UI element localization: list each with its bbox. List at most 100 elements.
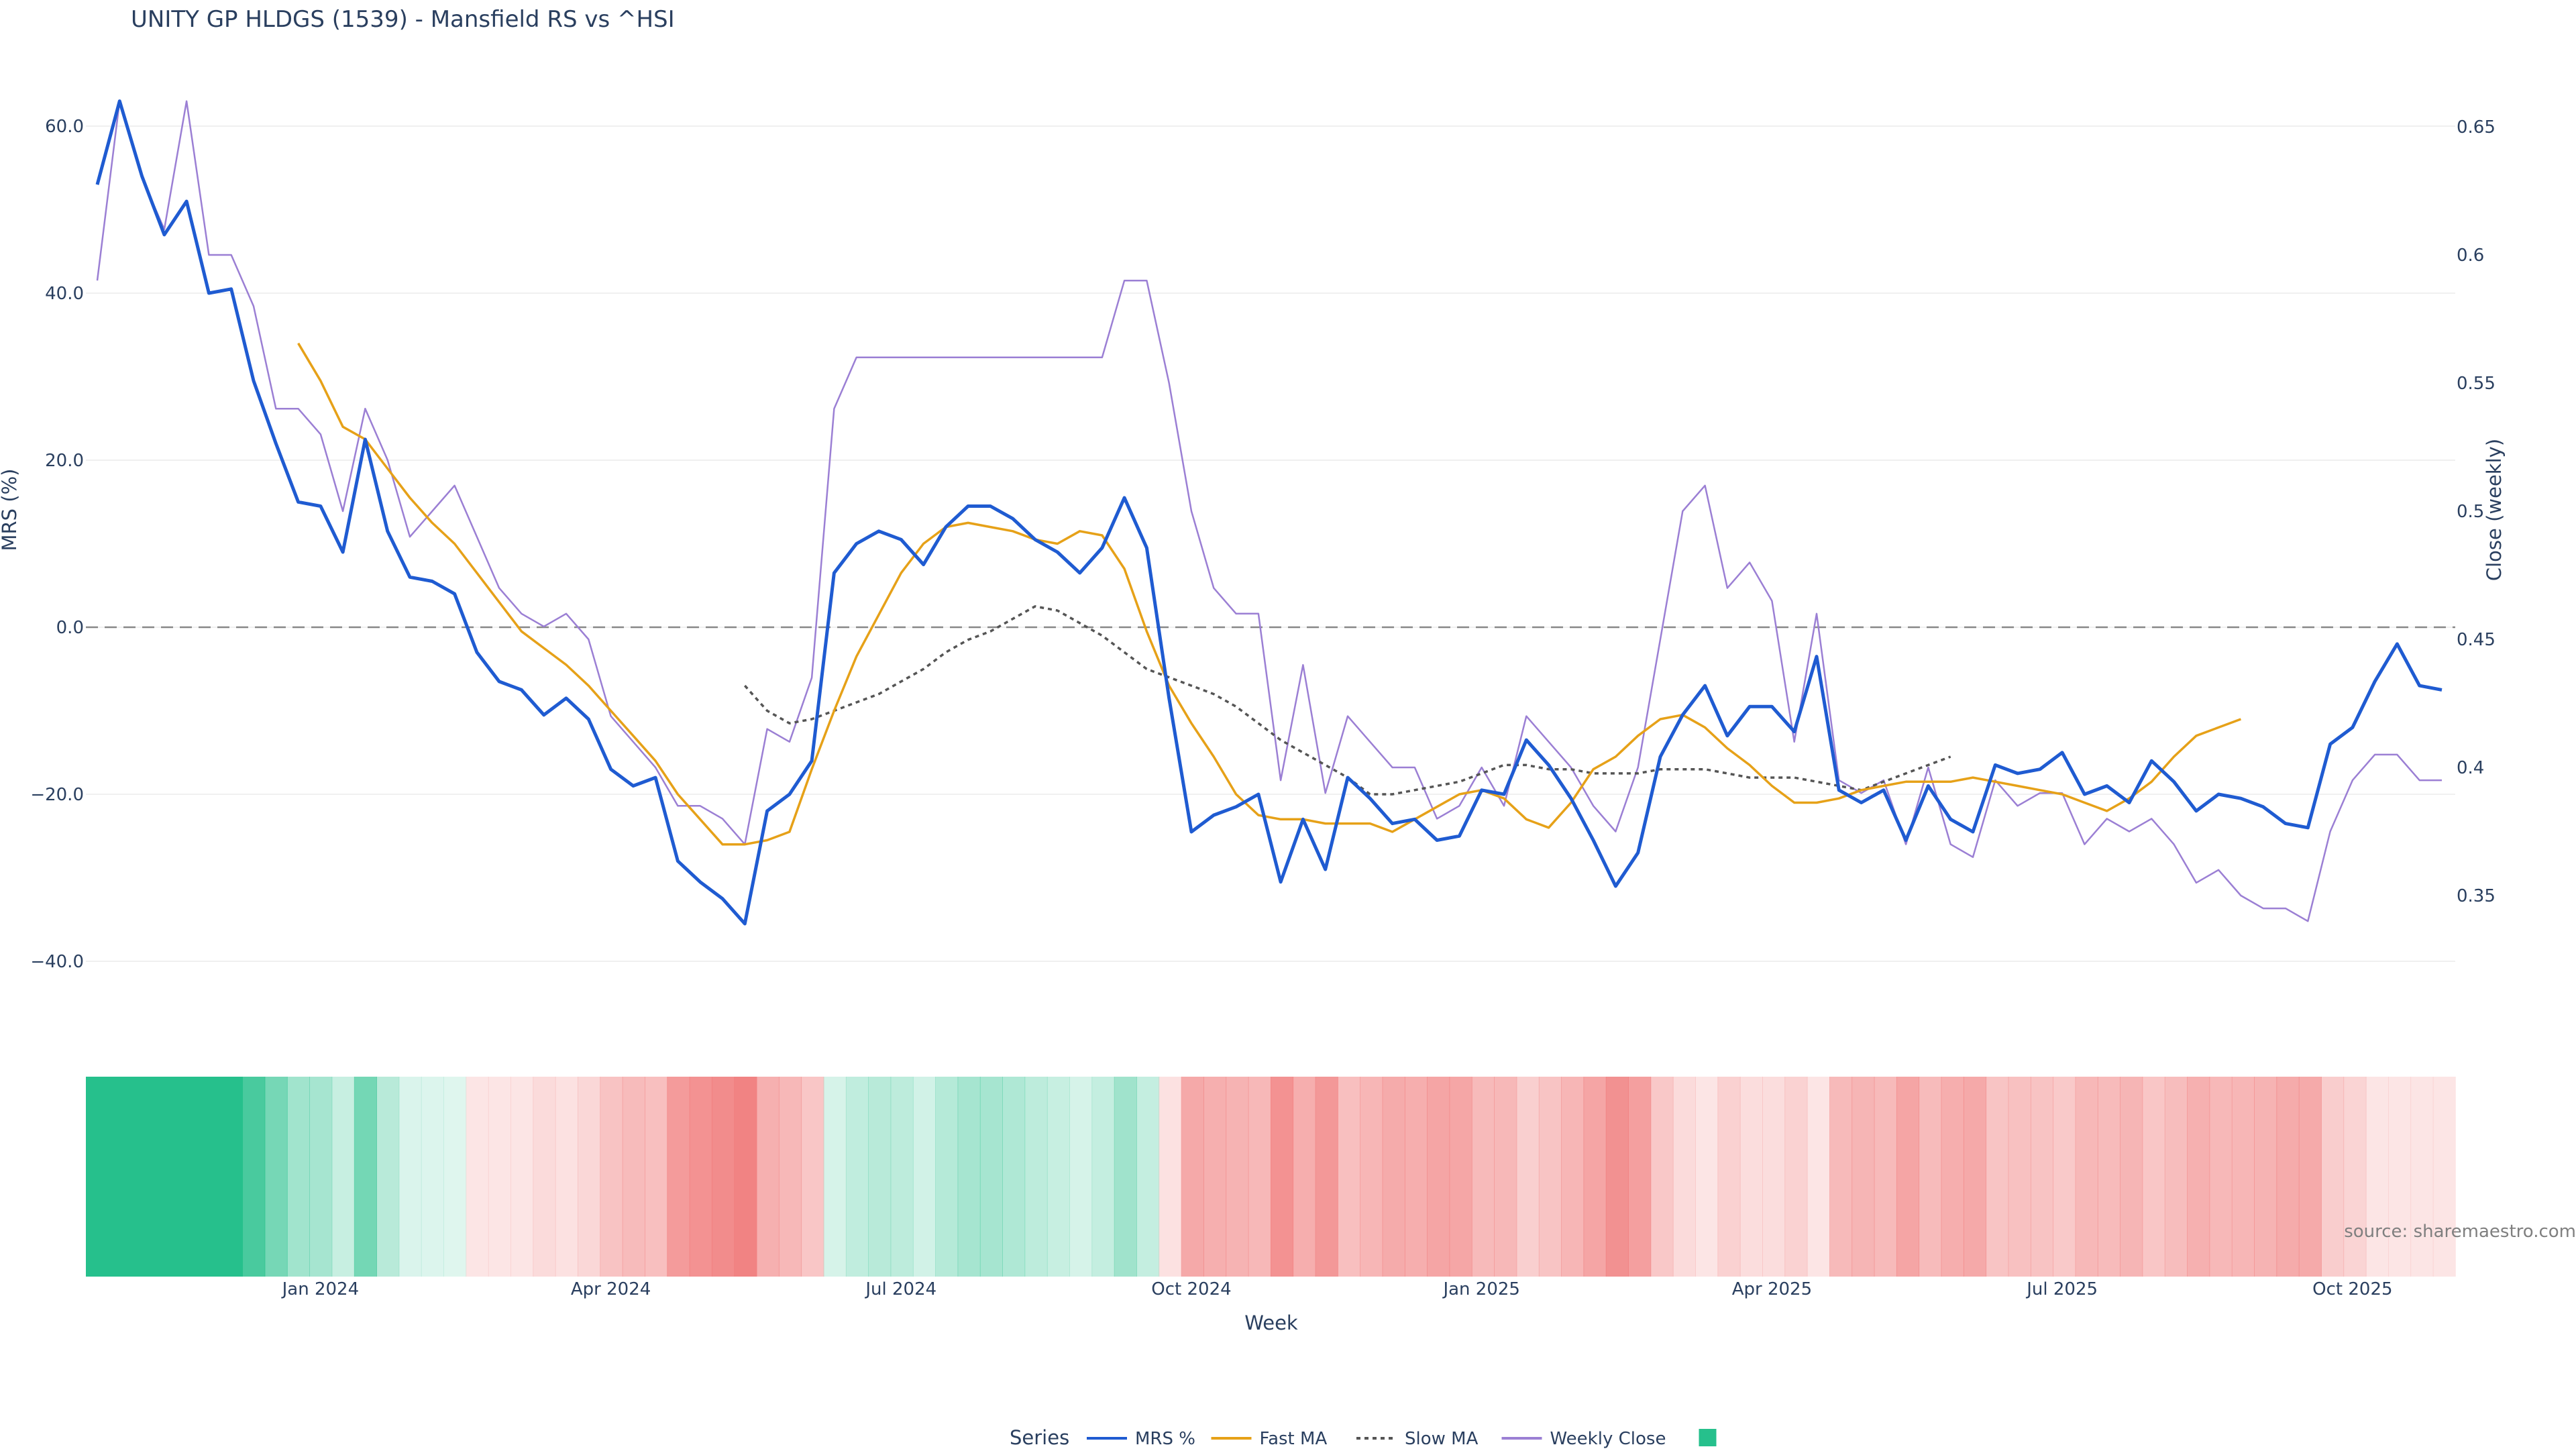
series-line-fast-ma <box>297 342 2242 846</box>
heatmap-cell <box>555 1077 578 1277</box>
heatmap-cell <box>286 1077 311 1277</box>
chart-title: UNITY GP HLDGS (1539) - Mansfield RS vs … <box>131 6 675 33</box>
heatmap-cell <box>264 1077 288 1277</box>
x-tick-label: Apr 2025 <box>1732 1279 1812 1299</box>
heatmap-cell <box>1002 1077 1026 1277</box>
heatmap-cell <box>533 1077 556 1277</box>
heatmap-cell <box>1404 1077 1428 1277</box>
heatmap-cell <box>376 1077 400 1277</box>
source-note: source: sharemaestro.com <box>2344 1222 2576 1242</box>
heatmap-cell <box>1427 1077 1450 1277</box>
heatmap-cell <box>734 1077 757 1277</box>
heatmap-cell <box>152 1077 176 1277</box>
heatmap-cell <box>1024 1077 1048 1277</box>
heatmap-cell <box>912 1077 936 1277</box>
heatmap-cell <box>309 1077 333 1277</box>
heatmap-cell <box>2030 1077 2054 1277</box>
heatmap-cell <box>778 1077 802 1277</box>
heatmap-cell <box>2388 1077 2412 1277</box>
heatmap-cell <box>443 1077 467 1277</box>
heatmap-cell <box>219 1077 244 1277</box>
heatmap-cell <box>197 1077 221 1277</box>
heatmap-cell <box>622 1077 645 1277</box>
heatmap-cell <box>578 1077 601 1277</box>
legend-label: Slow MA <box>1405 1429 1479 1449</box>
heatmap-cell <box>979 1077 1003 1277</box>
heatmap-cell <box>2075 1077 2098 1277</box>
series-line-slow-ma <box>743 605 1951 796</box>
heatmap-cell <box>2164 1077 2188 1277</box>
heatmap-cell <box>1561 1077 1585 1277</box>
y2-axis-label: Close (weekly) <box>2483 439 2506 581</box>
heatmap-cell <box>645 1077 668 1277</box>
heatmap-cell <box>890 1077 914 1277</box>
heatmap-cell <box>1091 1077 1115 1277</box>
heatmap-cell <box>845 1077 869 1277</box>
heatmap-cell <box>2209 1077 2233 1277</box>
heatmap-cell <box>1650 1077 1674 1277</box>
heatmap-cell <box>935 1077 959 1277</box>
y2-tick-label: 0.5 <box>2457 502 2484 522</box>
heatmap-cell <box>1069 1077 1093 1277</box>
heatmap-cell <box>711 1077 735 1277</box>
heatmap-cell <box>1829 1077 1853 1277</box>
legend-label: MRS % <box>1135 1429 1195 1449</box>
heatmap-cell <box>2365 1077 2389 1277</box>
heatmap-cell <box>957 1077 981 1277</box>
heatmap-cell <box>2053 1077 2076 1277</box>
heatmap-cell <box>1181 1077 1204 1277</box>
heatmap-cell <box>1114 1077 1137 1277</box>
x-tick-label: Jan 2025 <box>1442 1279 1520 1299</box>
heatmap-cell <box>2120 1077 2143 1277</box>
y2-tick-label: 0.55 <box>2457 374 2496 394</box>
y-tick-label: 0.0 <box>56 618 84 638</box>
heatmap-cell <box>1628 1077 1652 1277</box>
series-line-mrs- <box>95 99 2443 926</box>
heatmap-cell <box>1941 1077 1964 1277</box>
heatmap-cell <box>1717 1077 1741 1277</box>
heatmap-cell <box>1046 1077 1070 1277</box>
heatmap-cell <box>2142 1077 2165 1277</box>
heatmap-cell <box>1762 1077 1786 1277</box>
heatmap-cell <box>2254 1077 2277 1277</box>
y-tick-label: 60.0 <box>45 117 84 137</box>
heatmap-cell <box>1605 1077 1629 1277</box>
heatmap-cell <box>689 1077 712 1277</box>
heatmap-cell <box>1471 1077 1495 1277</box>
heatmap-cell <box>868 1077 892 1277</box>
y2-tick-label: 0.4 <box>2457 758 2484 778</box>
heatmap-cell <box>1963 1077 1987 1277</box>
y-axis-ticks: 60.0 40.0 20.0 0.0 −20.0 −40.0 <box>30 117 84 972</box>
heatmap-cell <box>2097 1077 2121 1277</box>
heatmap-cell <box>600 1077 623 1277</box>
x-tick-label: Jan 2024 <box>281 1279 360 1299</box>
y-axis-label: MRS (%) <box>0 469 21 551</box>
heatmap-cell <box>1159 1077 1182 1277</box>
heatmap-cell <box>1986 1077 2009 1277</box>
heatmap-cell <box>1494 1077 1517 1277</box>
legend-label: Weekly Close <box>1550 1429 1666 1449</box>
heatmap-cell <box>1695 1077 1719 1277</box>
heatmap-cell <box>756 1077 780 1277</box>
series-line-weekly-close <box>96 100 2442 922</box>
heatmap-cell <box>2008 1077 2031 1277</box>
y2-tick-label: 0.35 <box>2457 886 2496 906</box>
x-tick-label: Jul 2025 <box>2025 1279 2098 1299</box>
heatmap-cell <box>488 1077 511 1277</box>
heatmap-cell <box>2276 1077 2300 1277</box>
heatmap-cell <box>1583 1077 1607 1277</box>
heatmap-cell <box>242 1077 266 1277</box>
heatmap-cell <box>1293 1077 1316 1277</box>
heatmap-cell <box>823 1077 847 1277</box>
heatmap-cell <box>1784 1077 1808 1277</box>
heatmap-cell <box>86 1077 109 1277</box>
x-tick-label: Oct 2025 <box>2312 1279 2392 1299</box>
heatmap-cell <box>1538 1077 1562 1277</box>
heatmap-cell <box>2321 1077 2345 1277</box>
heatmap-cell <box>1203 1077 1227 1277</box>
legend-label: Fast MA <box>1260 1429 1328 1449</box>
y-tick-label: 20.0 <box>45 451 84 471</box>
heatmap-cell <box>1337 1077 1361 1277</box>
heatmap-cell <box>1874 1077 1897 1277</box>
heatmap-cell <box>1672 1077 1696 1277</box>
